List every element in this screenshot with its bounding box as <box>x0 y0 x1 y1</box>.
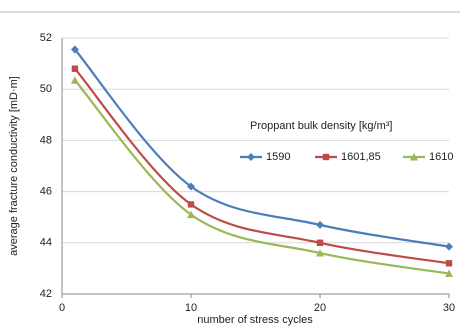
legend-title: Proppant bulk density [kg/m³] <box>250 120 392 132</box>
y-tick-label: 50 <box>40 83 52 95</box>
data-point <box>316 239 324 246</box>
data-point <box>316 220 324 229</box>
data-point <box>70 76 79 84</box>
data-point <box>187 182 195 191</box>
data-point <box>445 269 453 278</box>
legend-label: 1590 <box>266 151 290 163</box>
legend-label: 1601,85 <box>341 151 381 163</box>
data-point <box>71 65 79 72</box>
y-axis-label: average fracture conductivity [mD·m] <box>8 76 20 256</box>
x-tick-label: 20 <box>314 302 326 314</box>
x-tick-label: 10 <box>185 302 197 314</box>
legend-marker <box>410 153 418 161</box>
x-tick-label: 0 <box>59 302 65 314</box>
x-axis-label: number of stress cycles <box>197 314 313 326</box>
y-tick-label: 44 <box>40 237 52 249</box>
legend-label: 1610 <box>429 151 453 163</box>
data-point <box>445 242 453 251</box>
data-point <box>445 260 453 267</box>
series-line <box>74 48 450 248</box>
data-point <box>316 249 324 257</box>
y-tick-label: 52 <box>40 32 52 44</box>
legend-marker <box>322 153 330 161</box>
data-point <box>187 210 195 219</box>
y-tick-label: 48 <box>40 134 52 146</box>
y-tick-label: 46 <box>40 186 52 198</box>
legend-marker <box>247 153 255 161</box>
series-line <box>74 68 450 265</box>
series-line <box>74 79 450 275</box>
data-point <box>70 45 79 54</box>
data-point <box>187 201 195 208</box>
x-tick-label: 30 <box>443 302 455 314</box>
y-tick-label: 42 <box>40 288 52 300</box>
